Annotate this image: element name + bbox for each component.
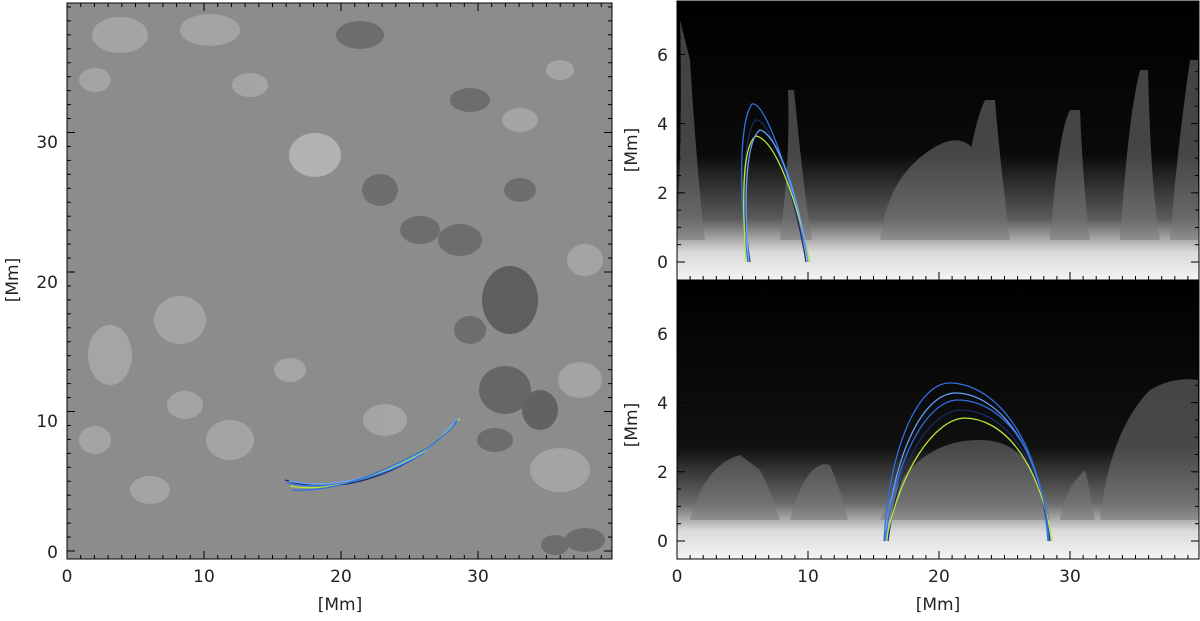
right-bottom-x-axis-label: [Mm] (916, 595, 961, 615)
left-x-axis-label: [Mm] (318, 595, 363, 615)
tick-label: 0 (47, 543, 58, 563)
field-line (887, 409, 1051, 542)
tick-label: 0 (672, 567, 683, 587)
right-top-panel (676, 0, 1200, 281)
tick-label: 10 (36, 412, 58, 432)
left-y-tick-labels: 0 10 20 30 (36, 133, 58, 563)
tick-label: 30 (36, 133, 58, 153)
right-top-y-axis-label: [Mm] (622, 128, 642, 173)
right-bottom-ticks (676, 280, 1199, 559)
field-line (291, 420, 458, 491)
field-lines-top-view (284, 417, 461, 491)
tick-label: 10 (193, 567, 215, 587)
tick-label: 0 (657, 532, 668, 552)
spicule-structures (677, 20, 1198, 240)
left-ticks (66, 3, 612, 559)
side-loops-bottom (883, 382, 1053, 542)
tick-label: 6 (657, 46, 668, 66)
left-x-tick-labels: 0 10 20 30 (62, 567, 489, 587)
spicule-structures (690, 379, 1198, 520)
field-line (743, 135, 811, 263)
dark-patches (336, 21, 605, 555)
tick-label: 0 (62, 567, 73, 587)
tick-label: 2 (657, 463, 668, 483)
tick-label: 2 (657, 184, 668, 204)
tick-label: 4 (657, 394, 668, 414)
tick-label: 30 (467, 567, 489, 587)
tick-label: 20 (928, 567, 950, 587)
tick-label: 0 (657, 253, 668, 273)
right-top-ticks (676, 1, 1199, 280)
tick-label: 4 (657, 115, 668, 135)
tick-label: 10 (797, 567, 819, 587)
left-panel (66, 2, 613, 560)
right-bottom-panel (676, 279, 1200, 560)
field-line (745, 129, 809, 263)
tick-label: 30 (1059, 567, 1081, 587)
field-line (884, 399, 1050, 542)
left-frame (66, 2, 613, 560)
field-line (885, 417, 1053, 542)
bright-patches (79, 14, 603, 504)
tick-label: 20 (330, 567, 352, 587)
tick-label: 20 (36, 273, 58, 293)
right-top-y-tick-labels: 0 2 4 6 (657, 46, 668, 273)
right-bottom-y-axis-label: [Mm] (622, 403, 642, 448)
right-bottom-y-tick-labels: 0 2 4 6 (657, 325, 668, 552)
tick-label: 6 (657, 325, 668, 345)
field-line (288, 417, 459, 485)
right-bottom-x-tick-labels: 0 10 20 30 (672, 567, 1081, 587)
side-loops-top (740, 103, 811, 263)
left-y-axis-label: [Mm] (3, 258, 23, 303)
field-line (743, 119, 807, 263)
